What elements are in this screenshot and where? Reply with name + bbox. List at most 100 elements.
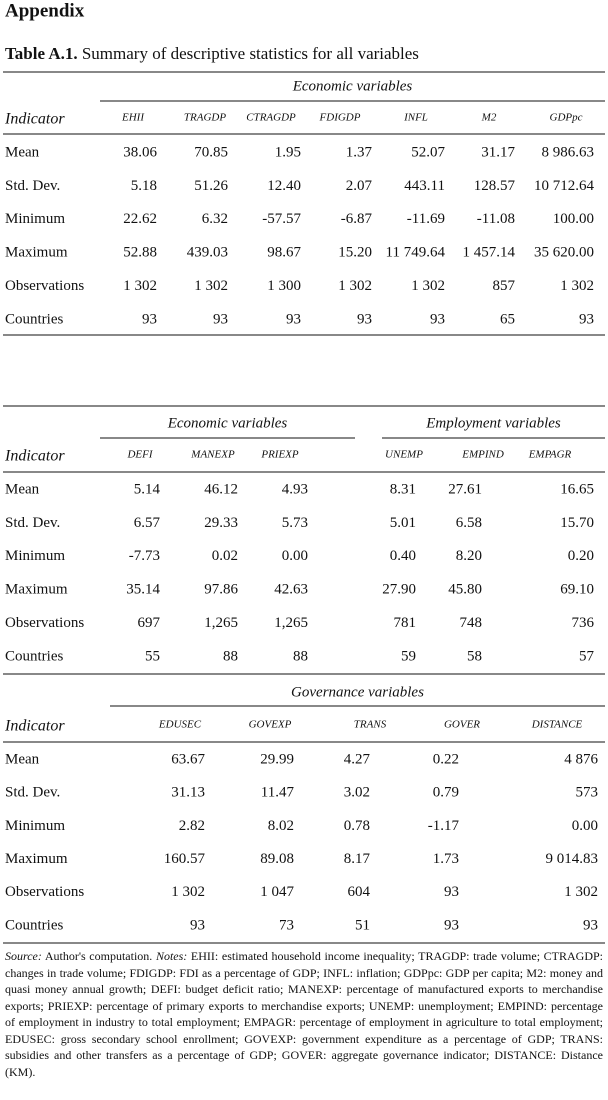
row-label: Observations xyxy=(5,278,84,294)
row-label: Maximum xyxy=(5,851,68,867)
cell: 1 302 xyxy=(194,278,228,294)
cell: 11 749.64 xyxy=(386,245,446,261)
caption-text: Summary of descriptive statistics for al… xyxy=(82,44,419,63)
column-header: TRAGDP xyxy=(184,112,226,124)
row-header: Indicator xyxy=(4,448,65,465)
cell: 42.63 xyxy=(274,582,308,598)
cell: 11.47 xyxy=(261,785,295,801)
cell: 8.17 xyxy=(344,851,371,867)
cell: 35 620.00 xyxy=(534,245,594,261)
cell: 0.79 xyxy=(433,785,459,801)
cell: 10 712.64 xyxy=(534,178,595,194)
cell: 65 xyxy=(500,311,515,327)
column-header: GOVEXP xyxy=(249,719,292,731)
cell: -6.87 xyxy=(341,211,373,227)
cell: 59 xyxy=(401,648,416,664)
cell: 89.08 xyxy=(260,851,294,867)
row-label: Maximum xyxy=(5,582,68,598)
cell: 4 876 xyxy=(564,751,598,767)
row-label: Maximum xyxy=(5,245,68,261)
notes-label: Notes: xyxy=(155,949,188,963)
cell: 58 xyxy=(467,648,482,664)
cell: 15.70 xyxy=(560,515,594,531)
row-label: Observations xyxy=(5,615,84,631)
notes: Source: Author's computation. Notes: EHI… xyxy=(5,948,603,1080)
cell: 8.20 xyxy=(456,548,482,564)
row-label: Mean xyxy=(5,751,40,767)
cell: 88 xyxy=(223,648,238,664)
cell: 93 xyxy=(579,311,594,327)
cell: 29.99 xyxy=(260,751,294,767)
cell: 748 xyxy=(460,615,483,631)
cell: 0.78 xyxy=(344,818,370,834)
cell: 1 302 xyxy=(123,278,157,294)
column-header: DISTANCE xyxy=(531,719,583,731)
cell: 93 xyxy=(213,311,228,327)
cell: 73 xyxy=(279,917,294,933)
heading: Appendix xyxy=(5,0,85,21)
cell: 63.67 xyxy=(171,751,205,767)
group-label: Economic variables xyxy=(292,78,413,94)
cell: 443.11 xyxy=(404,178,445,194)
cell: 5.14 xyxy=(134,481,161,497)
column-header: M2 xyxy=(481,112,497,124)
column-header: GDPpc xyxy=(550,112,583,124)
cell: 51.26 xyxy=(194,178,228,194)
cell: 604 xyxy=(348,884,371,900)
cell: 8 986.63 xyxy=(542,144,595,160)
cell: 93 xyxy=(142,311,157,327)
cell: 46.12 xyxy=(204,481,238,497)
column-header: GOVER xyxy=(444,719,480,731)
row-header: Indicator xyxy=(4,111,65,128)
group-label: Employment variables xyxy=(425,415,561,431)
cell: 93 xyxy=(430,311,445,327)
row-label: Minimum xyxy=(5,548,65,564)
cell: 6.58 xyxy=(456,515,482,531)
cell: 8.31 xyxy=(390,481,416,497)
cell: 0.40 xyxy=(390,548,416,564)
column-header: INFL xyxy=(403,112,428,124)
cell: 0.00 xyxy=(282,548,308,564)
column-header: EDUSEC xyxy=(158,719,202,731)
cell: 93 xyxy=(357,311,372,327)
notes-text: EHII: estimated household income inequal… xyxy=(5,949,604,1079)
cell: 5.18 xyxy=(131,178,157,194)
cell: 52.07 xyxy=(411,144,445,160)
source-label: Source: xyxy=(5,949,42,963)
cell: 27.61 xyxy=(448,481,482,497)
cell: 22.62 xyxy=(123,211,157,227)
cell: 52.88 xyxy=(123,245,157,261)
column-header: EHII xyxy=(121,112,145,124)
cell: 2.82 xyxy=(179,818,205,834)
row-label: Minimum xyxy=(5,211,65,227)
cell: 4.27 xyxy=(344,751,371,767)
cell: 88 xyxy=(293,648,308,664)
cell: 31.13 xyxy=(171,785,205,801)
cell: 5.73 xyxy=(282,515,308,531)
caption: Table A.1. Summary of descriptive statis… xyxy=(5,44,419,63)
cell: 1 457.14 xyxy=(463,245,516,261)
cell: 0.00 xyxy=(572,818,598,834)
cell: -57.57 xyxy=(262,211,301,227)
cell: 8.02 xyxy=(268,818,294,834)
cell: 1,265 xyxy=(274,615,308,631)
cell: 160.57 xyxy=(164,851,206,867)
cell: 93 xyxy=(190,917,205,933)
cell: 697 xyxy=(138,615,161,631)
row-label: Mean xyxy=(5,481,40,497)
cell: 0.20 xyxy=(568,548,594,564)
tables: Appendix Table A.1. Summary of descripti… xyxy=(3,0,605,944)
cell: 6.57 xyxy=(134,515,161,531)
cell: 1 302 xyxy=(338,278,372,294)
cell: 2.07 xyxy=(346,178,373,194)
cell: 69.10 xyxy=(560,582,594,598)
cell: 1 302 xyxy=(171,884,205,900)
row-header: Indicator xyxy=(4,718,65,735)
column-header: CTRAGDP xyxy=(246,112,296,124)
row-label: Mean xyxy=(5,144,40,160)
cell: 573 xyxy=(576,785,599,801)
cell: 9 014.83 xyxy=(546,851,599,867)
cell: 857 xyxy=(493,278,516,294)
cell: 0.02 xyxy=(212,548,238,564)
